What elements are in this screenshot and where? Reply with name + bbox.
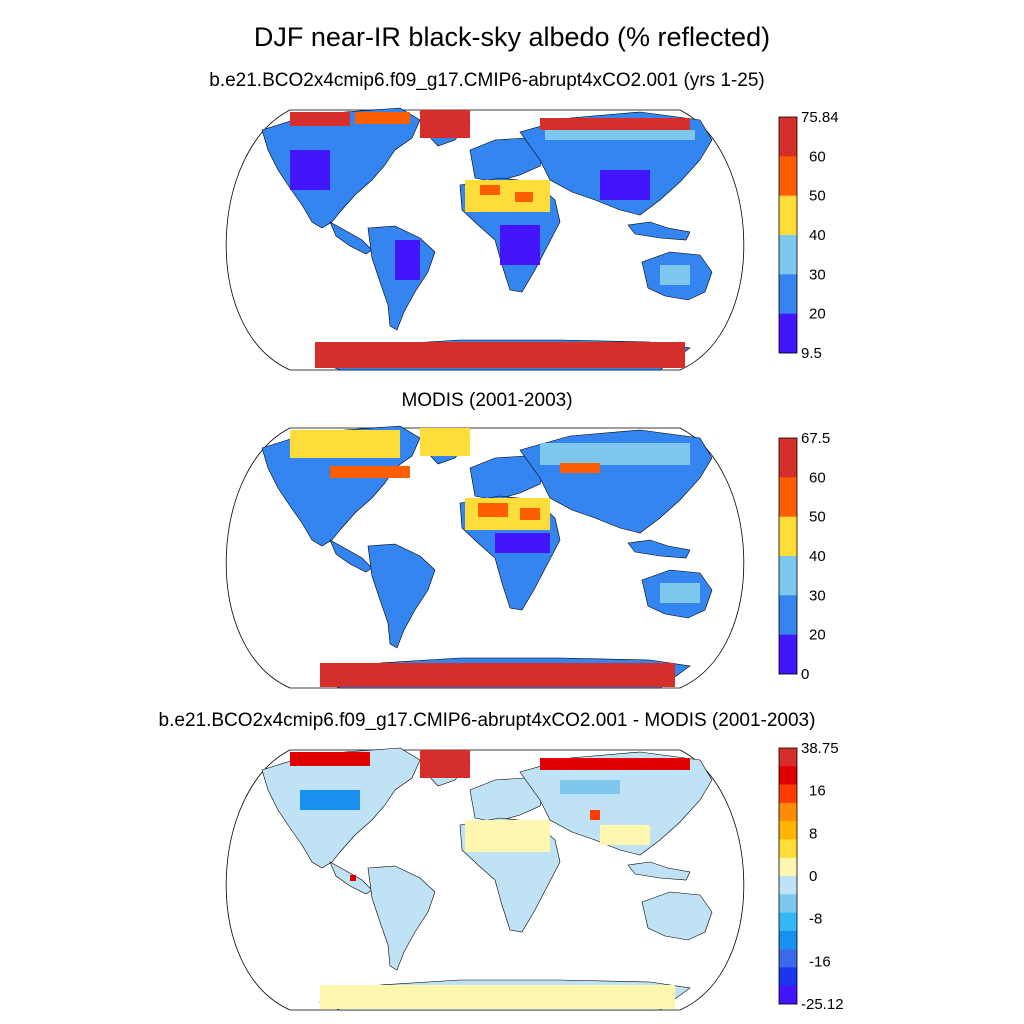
colorbar-tick-label: 75.84 (801, 109, 839, 126)
colorbar-border (778, 437, 798, 675)
colorbar-swatch (779, 313, 797, 354)
colorbar-swatch (779, 802, 797, 822)
colorbar-tick-label: 50 (809, 188, 826, 205)
panel-2-highlights (290, 428, 700, 687)
colorbar-tick-label: 8 (809, 825, 817, 842)
panel-3-title: b.e21.BCO2x4cmip6.f09_g17.CMIP6-abrupt4x… (158, 710, 816, 731)
panel-1-highlights (290, 110, 695, 368)
colorbar-swatch (779, 784, 797, 804)
panel-3-map (225, 747, 745, 1011)
colorbar-swatch (779, 949, 797, 968)
colorbar-tick-label: 0 (809, 868, 817, 885)
colorbar-tick-label: 50 (809, 509, 826, 526)
colorbar-swatch (779, 766, 797, 785)
colorbar-tick-label: 60 (809, 469, 826, 486)
colorbar-tick-label: -8 (809, 911, 822, 928)
colorbar-border (778, 116, 798, 354)
colorbar-swatch (779, 876, 797, 895)
colorbar-border (778, 747, 798, 1005)
panel-1-title: b.e21.BCO2x4cmip6.f09_g17.CMIP6-abrupt4x… (209, 70, 765, 91)
colorbar-swatch (779, 894, 797, 913)
panel-1-colorbar: 75.84 60 50 40 30 20 9.5 (778, 109, 839, 362)
colorbar-swatch (779, 117, 797, 157)
colorbar-tick-label: 0 (801, 666, 809, 683)
colorbar-tick-label: 30 (809, 587, 826, 604)
colorbar-tick-label: 20 (809, 627, 826, 644)
colorbar-swatch (779, 839, 797, 859)
colorbar-swatch (779, 930, 797, 950)
colorbar-swatch (779, 857, 797, 877)
colorbar-swatch (779, 748, 797, 767)
colorbar-swatch (779, 235, 797, 275)
colorbar-swatch (779, 195, 797, 236)
colorbar-swatch (779, 156, 797, 196)
colorbar-swatch (779, 516, 797, 557)
panel-2-title: MODIS (2001-2003) (401, 390, 573, 411)
colorbar-tick-label: 20 (809, 306, 826, 323)
colorbar-tick-label: 16 (809, 783, 826, 800)
colorbar-tick-label: 30 (809, 266, 826, 283)
colorbar-tick-label: 9.5 (801, 345, 822, 362)
colorbar-tick-label: 67.5 (801, 430, 830, 447)
colorbar-tick-label: -16 (809, 953, 831, 970)
colorbar-tick-label: -25.12 (801, 996, 844, 1013)
colorbar-swatch (779, 556, 797, 596)
colorbar-swatch (779, 438, 797, 478)
panel-3-highlights (290, 750, 690, 1009)
colorbar-swatch (779, 821, 797, 840)
colorbar-swatch (779, 967, 797, 987)
colorbar-swatch (779, 985, 797, 1005)
figure-title: DJF near-IR black-sky albedo (% reflecte… (253, 22, 771, 52)
panel-2-map (225, 425, 745, 689)
colorbar-swatch (779, 274, 797, 314)
colorbar-swatch (779, 912, 797, 932)
colorbar-swatch (779, 477, 797, 517)
colorbar-tick-label: 40 (809, 227, 826, 244)
colorbar-swatch (779, 634, 797, 675)
colorbar-tick-label: 38.75 (801, 740, 839, 757)
panel-3-colorbar: 38.75 16 8 0 -8 -16 -25.12 (778, 740, 844, 1013)
colorbar-tick-label: 40 (809, 548, 826, 565)
colorbar-swatch (779, 595, 797, 635)
panel-1-map (225, 107, 745, 371)
panel-2-colorbar: 67.5 60 50 40 30 20 0 (778, 430, 830, 683)
colorbar-tick-label: 60 (809, 148, 826, 165)
